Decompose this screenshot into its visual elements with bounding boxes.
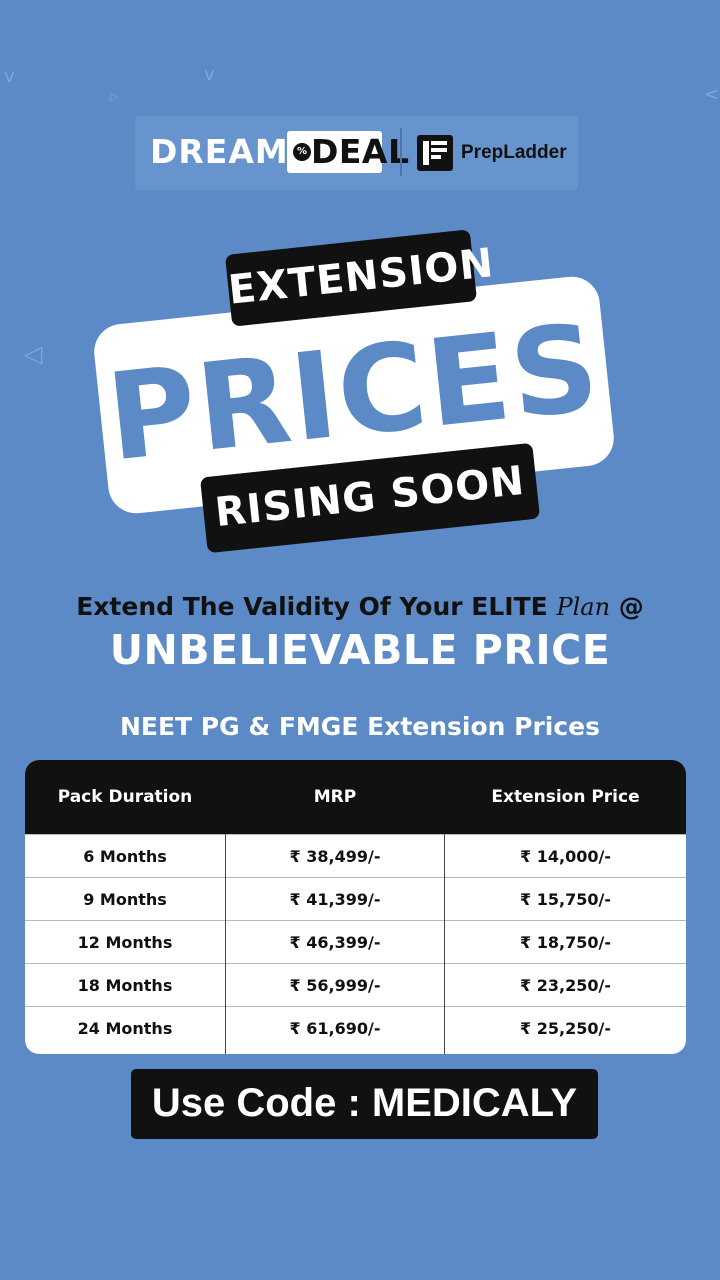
- extension-price-cell: ₹ 25,250/-: [520, 1019, 611, 1038]
- pack-duration-cell: 9 Months: [83, 890, 167, 909]
- decor-triangle-icon: ▷: [110, 90, 119, 103]
- header-pack-duration: Pack Duration: [57, 787, 193, 807]
- header-extension-price: Extension Price: [491, 787, 640, 807]
- column-divider: [444, 834, 445, 1054]
- decor-triangle-icon: <: [704, 84, 720, 105]
- pack-duration-cell: 24 Months: [77, 1019, 173, 1038]
- prepladder-logo-icon: [417, 135, 453, 171]
- mrp-cell: ₹ 46,399/-: [289, 933, 381, 952]
- prepladder-brand-name: PrepLadder: [461, 142, 567, 163]
- extend-suffix: @: [610, 592, 644, 621]
- decor-triangle-icon: v: [204, 64, 215, 85]
- column-divider: [225, 834, 226, 1054]
- decor-triangle-icon: v: [4, 66, 15, 87]
- header-mrp: MRP: [313, 787, 357, 807]
- percent-badge-icon: %: [293, 143, 311, 161]
- dream-logo-text: DREAM: [150, 132, 289, 171]
- pack-duration-cell: 6 Months: [83, 847, 167, 866]
- logo-divider: [400, 128, 402, 176]
- elite-text: ELITE: [471, 592, 548, 621]
- promo-code-text: Use Code : MEDICALY: [151, 1081, 578, 1125]
- extension-price-cell: ₹ 15,750/-: [520, 890, 611, 909]
- mrp-cell: ₹ 41,399/-: [289, 890, 381, 909]
- extend-validity-text: Extend The Validity Of Your ELITE Plan @: [0, 590, 720, 624]
- deal-logo: % DEAL: [287, 131, 409, 173]
- mrp-cell: ₹ 61,690/-: [289, 1019, 381, 1038]
- table-row: 6 Months ₹ 38,499/- ₹ 14,000/-: [25, 834, 686, 878]
- table-row: 24 Months ₹ 61,690/- ₹ 25,250/-: [25, 1006, 686, 1050]
- extension-heading: EXTENSION: [226, 240, 497, 314]
- logo-bar: DREAM % DEAL PrepLadder: [135, 116, 578, 190]
- extension-price-cell: ₹ 14,000/-: [520, 847, 611, 866]
- price-table: Pack Duration MRP Extension Price 6 Mont…: [25, 760, 686, 1054]
- table-row: 9 Months ₹ 41,399/- ₹ 15,750/-: [25, 877, 686, 921]
- pack-duration-cell: 12 Months: [77, 933, 173, 952]
- hero-banner: PRICES EXTENSION RISING SOON: [0, 0, 720, 580]
- table-row: 12 Months ₹ 46,399/- ₹ 18,750/-: [25, 920, 686, 964]
- extension-price-cell: ₹ 18,750/-: [520, 933, 611, 952]
- extension-price-cell: ₹ 23,250/-: [520, 976, 611, 995]
- decor-triangle-icon: ◁: [24, 340, 43, 368]
- pack-duration-cell: 18 Months: [77, 976, 173, 995]
- plan-script-text: Plan: [556, 593, 611, 621]
- mrp-cell: ₹ 56,999/-: [289, 976, 381, 995]
- unbelievable-price-headline: UNBELIEVABLE PRICE: [109, 626, 611, 674]
- mrp-cell: ₹ 38,499/-: [289, 847, 381, 866]
- promo-code-box: Use Code : MEDICALY: [131, 1069, 598, 1139]
- table-title: NEET PG & FMGE Extension Prices: [119, 712, 601, 741]
- deal-logo-text: DEAL: [311, 132, 410, 171]
- extend-prefix: Extend The Validity Of Your: [76, 592, 472, 621]
- table-row: 18 Months ₹ 56,999/- ₹ 23,250/-: [25, 963, 686, 1007]
- table-header: Pack Duration MRP Extension Price: [25, 760, 686, 834]
